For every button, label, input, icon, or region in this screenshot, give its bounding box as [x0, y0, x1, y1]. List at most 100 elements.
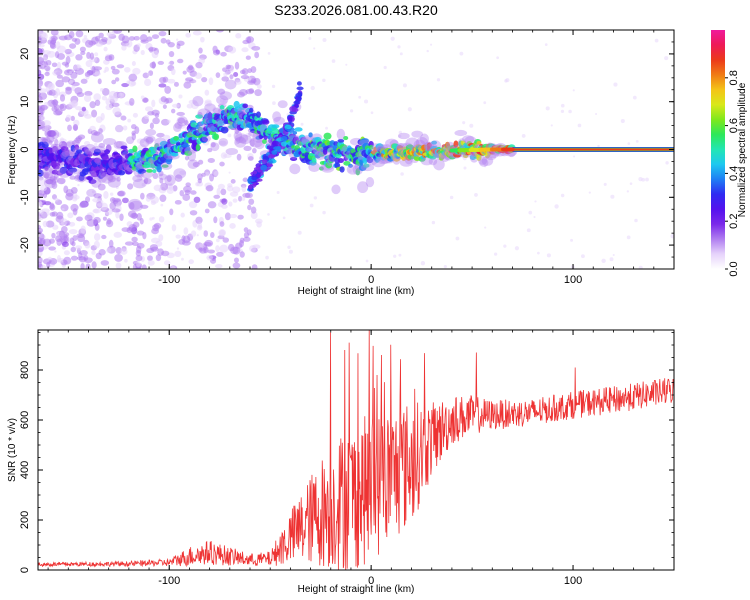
noise-speck: [233, 257, 239, 263]
noise-speck: [109, 192, 114, 196]
noise-speck: [620, 119, 625, 124]
noise-speck: [627, 142, 631, 145]
noise-speck: [39, 201, 43, 205]
noise-speck: [111, 208, 121, 213]
noise-speck: [56, 132, 62, 137]
noise-speck: [57, 140, 62, 146]
noise-speck: [554, 204, 559, 209]
ridge-halo: [38, 119, 46, 130]
noise-speck: [184, 155, 190, 161]
ridge-halo: [234, 136, 247, 148]
ridge-halo: [187, 149, 197, 162]
noise-speck: [247, 229, 252, 236]
noise-speck: [56, 61, 62, 70]
ridge-halo: [173, 123, 182, 133]
ridge-halo: [277, 100, 288, 109]
noise-speck: [86, 51, 91, 59]
noise-speck: [59, 94, 66, 102]
noise-speck: [61, 61, 69, 66]
noise-speck: [242, 39, 250, 45]
noise-speck: [247, 80, 256, 85]
noise-speck: [93, 240, 100, 249]
noise-speck: [267, 52, 271, 55]
ridge-halo: [41, 166, 54, 179]
noise-speck: [449, 195, 454, 200]
colorbar-ticks: 0.0 0.2 0.4 0.6 0.8: [725, 70, 740, 277]
ridge-blob: [217, 119, 225, 127]
noise-speck: [603, 182, 607, 186]
noise-speck: [65, 114, 72, 122]
noise-speck: [101, 36, 108, 43]
spectrogram-y-axis-label: Frequency (Hz): [7, 116, 18, 185]
noise-speck: [76, 216, 83, 222]
noise-speck: [108, 90, 118, 99]
noise-speck: [572, 89, 575, 92]
noise-speck: [79, 202, 86, 208]
noise-speck: [208, 77, 214, 86]
ridge-halo: [145, 129, 157, 136]
noise-speck: [121, 227, 130, 232]
noise-speck: [176, 111, 185, 117]
noise-speck: [245, 88, 255, 95]
ridge-blob: [219, 105, 225, 110]
noise-speck: [171, 68, 176, 76]
noise-speck: [149, 244, 159, 251]
noise-speck: [170, 266, 176, 269]
noise-speck: [47, 130, 56, 137]
ridge-halo: [225, 147, 239, 155]
noise-speck: [276, 190, 280, 194]
noise-speck: [155, 254, 162, 262]
ridge-blob: [195, 114, 204, 119]
ridge-halo: [173, 168, 187, 179]
ridge-blob: [262, 119, 270, 125]
ridge-blob: [120, 145, 128, 150]
noise-speck: [132, 67, 141, 75]
colorbar-gradient: [711, 30, 725, 269]
noise-speck: [75, 30, 84, 38]
noise-speck: [645, 177, 649, 182]
noise-speck: [159, 177, 164, 184]
noise-speck: [91, 109, 98, 118]
noise-speck: [91, 261, 97, 269]
noise-speck: [397, 45, 401, 49]
noise-speck: [149, 61, 157, 69]
branch-blob: [287, 115, 293, 122]
ridge-blob: [322, 148, 328, 155]
x-tick-label: 0: [368, 274, 374, 286]
noise-speck: [141, 264, 147, 269]
noise-speck: [84, 242, 91, 249]
noise-speck: [61, 241, 69, 248]
ridge-blob: [509, 147, 515, 152]
noise-speck: [400, 172, 404, 176]
ridge-blob: [171, 151, 179, 157]
ridge-halo: [158, 173, 168, 180]
noise-speck: [94, 142, 98, 147]
noise-speck: [136, 173, 145, 180]
ridge-blob: [74, 144, 80, 151]
ridge-blob: [125, 168, 133, 175]
snr-frame: [37, 329, 675, 571]
branch-blob: [276, 146, 282, 153]
noise-speck: [52, 224, 59, 230]
noise-speck: [45, 220, 55, 228]
ridge-halo: [234, 133, 249, 144]
noise-speck: [550, 124, 553, 127]
noise-speck: [38, 261, 42, 268]
ridge-blob: [213, 133, 220, 141]
noise-speck: [190, 190, 197, 195]
ridge-blob: [233, 100, 240, 108]
ridge-halo: [139, 138, 150, 148]
ridge-halo: [238, 134, 252, 145]
ridge-halo: [45, 130, 57, 138]
noise-speck: [116, 64, 125, 69]
noise-speck: [179, 189, 185, 197]
noise-speck: [207, 148, 213, 153]
noise-speck: [59, 137, 65, 142]
noise-speck: [325, 126, 328, 130]
noise-speck: [169, 208, 174, 216]
colorbar-tick-label: 0.2: [728, 214, 740, 229]
ridge-blob: [359, 159, 364, 166]
noise-speck: [216, 238, 220, 243]
noise-speck: [120, 248, 128, 255]
noise-speck: [206, 254, 214, 261]
